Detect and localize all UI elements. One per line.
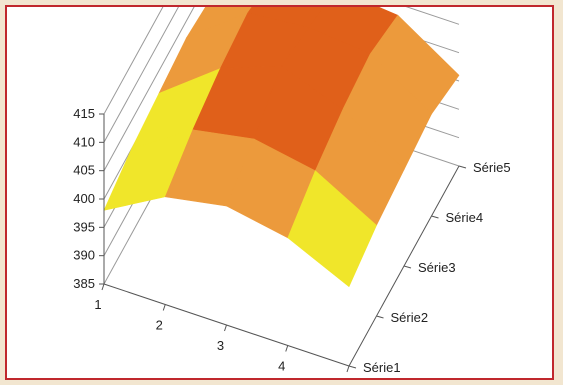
- z-tick-label: 410: [73, 134, 95, 149]
- x-tick-label: 3: [217, 338, 224, 353]
- series-tick-mark: [431, 215, 439, 219]
- z-tick-label: 400: [73, 191, 95, 206]
- gridline: [103, 7, 164, 115]
- x-tick-label: 1: [94, 297, 101, 312]
- x-tick-label: 4: [278, 359, 285, 374]
- series-tick-mark: [458, 165, 467, 169]
- z-tick-label: 395: [73, 219, 95, 234]
- series-axis-ticks: Série1 Série2 Série3 Série4 Série5: [348, 160, 511, 375]
- z-tick-label: 415: [73, 106, 95, 121]
- z-tick-label: 405: [73, 163, 95, 178]
- x-tick-mark: [346, 365, 350, 373]
- x-tick-mark: [224, 324, 227, 332]
- series-tick-label: Série1: [363, 360, 401, 375]
- x-tick-mark: [101, 283, 105, 291]
- x-tick-mark: [285, 345, 289, 352]
- series-tick-label: Série2: [391, 310, 429, 325]
- series-tick-mark: [348, 365, 357, 369]
- x-axis-ticks: 12345: [94, 283, 350, 374]
- x-tick-mark: [162, 304, 166, 311]
- series-tick-mark: [403, 265, 412, 269]
- series-tick-label: Série3: [418, 260, 456, 275]
- series-tick-label: Série4: [446, 210, 484, 225]
- z-tick-label: 385: [73, 276, 95, 291]
- z-tick-label: 390: [73, 248, 95, 263]
- series-tick-mark: [376, 315, 384, 319]
- x-tick-label: 2: [156, 318, 163, 333]
- z-axis-ticks: 385 390 395 400 405 410 415: [73, 106, 104, 291]
- gridline: [103, 7, 460, 143]
- surface-patch: [287, 170, 377, 288]
- series-tick-label: Série5: [473, 160, 511, 175]
- surface-plot: [103, 7, 460, 288]
